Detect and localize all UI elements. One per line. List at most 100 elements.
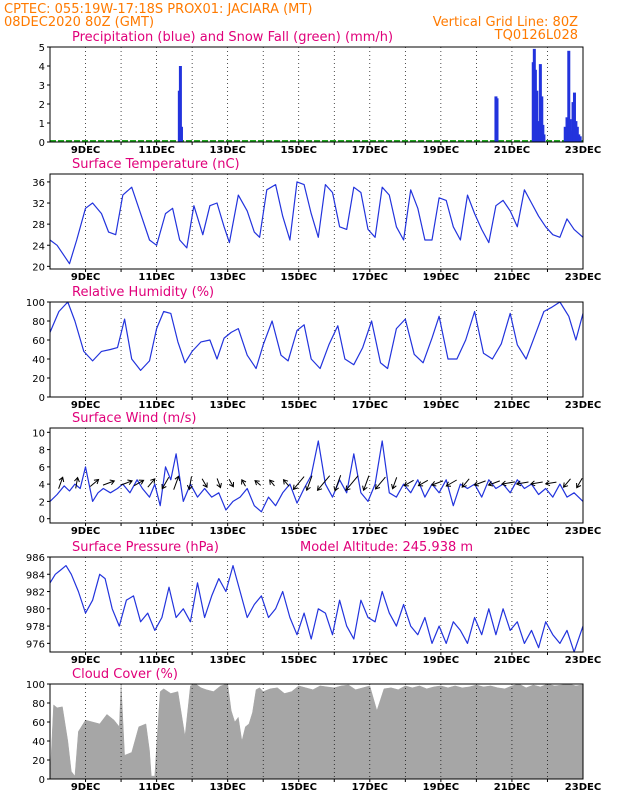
header-run-date: 08DEC2020 80Z (GMT)	[4, 15, 154, 30]
precipitation-bar	[495, 98, 499, 142]
wind-arrow	[241, 478, 247, 487]
wind-arrow	[186, 476, 193, 491]
wind-arrow	[254, 479, 262, 486]
wind-x-tick-label: 23DEC	[565, 526, 601, 537]
precipitation-x-tick-label: 17DEC	[352, 145, 388, 156]
wind-arrow	[292, 476, 305, 491]
precipitation-x-tick-label: 21DEC	[494, 145, 530, 156]
precipitation-x-tick-label: 15DEC	[281, 145, 317, 156]
wind-arrow	[74, 476, 80, 489]
wind-arrow	[576, 478, 583, 489]
pressure-x-tick-label: 23DEC	[565, 655, 601, 666]
temperature-y-tick-label: 24	[32, 241, 45, 252]
pressure-x-tick-label: 17DEC	[352, 655, 388, 666]
humidity-y-tick-label: 40	[32, 355, 45, 366]
cloud-cover-x-tick-label: 15DEC	[281, 782, 317, 793]
wind-y-tick-label: 6	[39, 463, 45, 474]
temperature-x-tick-label: 13DEC	[209, 272, 245, 283]
humidity-y-tick-label: 0	[39, 393, 45, 404]
precipitation-bar	[535, 90, 539, 142]
precipitation-bar	[567, 50, 571, 142]
temperature-series-line	[49, 181, 584, 265]
wind-arrow	[430, 480, 444, 487]
humidity-y-tick-label: 100	[26, 298, 45, 309]
wind-arrow	[201, 478, 208, 489]
cloud-cover-x-tick-label: 23DEC	[565, 782, 601, 793]
pressure-panel: Surface Pressure (hPa) Model Altitude: 2…	[26, 540, 601, 666]
precipitation-y-tick-label: 2	[39, 100, 45, 111]
precipitation-x-tick-label: 19DEC	[423, 145, 459, 156]
temperature-frame	[49, 173, 584, 270]
pressure-title: Surface Pressure (hPa)	[72, 540, 219, 555]
precipitation-bar	[572, 92, 576, 142]
pressure-x-tick-label: 19DEC	[423, 655, 459, 666]
wind-arrow	[89, 478, 100, 487]
pressure-y-tick-label: 982	[26, 588, 45, 599]
temperature-x-tick-label: 21DEC	[494, 272, 530, 283]
wind-arrow	[403, 479, 414, 487]
cloud-cover-x-tick-label: 21DEC	[494, 782, 530, 793]
wind-arrow	[362, 475, 370, 492]
wind-arrow	[120, 479, 133, 486]
wind-arrow	[500, 480, 515, 487]
wind-arrow	[345, 475, 359, 492]
precipitation-y-tick-label: 0	[39, 138, 45, 149]
model-altitude-label: Model Altitude: 245.938 m	[300, 540, 473, 555]
humidity-x-tick-label: 21DEC	[494, 400, 530, 411]
wind-arrow	[102, 479, 116, 486]
humidity-x-tick-label: 23DEC	[565, 400, 601, 411]
humidity-y-tick-label: 20	[32, 374, 45, 385]
cloud-cover-x-tick-label: 9DEC	[71, 782, 100, 793]
pressure-x-tick-label: 11DEC	[138, 655, 174, 666]
wind-title: Surface Wind (m/s)	[72, 411, 196, 426]
precipitation-bar	[542, 134, 546, 142]
cloud-cover-x-tick-label: 17DEC	[352, 782, 388, 793]
cloud-cover-area	[49, 683, 584, 780]
cloud-cover-y-tick-label: 20	[32, 756, 45, 767]
precipitation-x-tick-label: 9DEC	[71, 145, 100, 156]
wind-arrow	[269, 479, 275, 487]
wind-y-tick-label: 0	[39, 515, 45, 526]
temperature-title: Surface Temperature (nC)	[72, 157, 240, 172]
temperature-y-tick-label: 28	[32, 220, 45, 231]
wind-x-tick-label: 19DEC	[423, 526, 459, 537]
humidity-y-tick-label: 60	[32, 336, 45, 347]
precipitation-y-tick-label: 3	[39, 81, 45, 92]
wind-arrow	[391, 477, 398, 490]
precipitation-x-tick-label: 13DEC	[209, 145, 245, 156]
temperature-y-tick-label: 32	[32, 199, 45, 210]
precipitation-y-tick-label: 5	[39, 43, 45, 54]
precipitation-bar	[179, 126, 183, 142]
wind-arrow	[161, 477, 170, 490]
humidity-x-tick-label: 11DEC	[138, 400, 174, 411]
wind-arrow	[228, 479, 234, 488]
precipitation-y-tick-label: 1	[39, 119, 45, 130]
wind-x-tick-label: 11DEC	[138, 526, 174, 537]
wind-x-tick-label: 9DEC	[71, 526, 100, 537]
wind-arrow	[445, 479, 457, 487]
wind-panel: Surface Wind (m/s) 9DEC 11DEC 13DEC 15DEC 17…	[32, 411, 601, 537]
wind-arrow	[216, 478, 222, 489]
cloud-cover-x-tick-label: 11DEC	[138, 782, 174, 793]
wind-arrow	[515, 480, 529, 487]
humidity-x-tick-label: 17DEC	[352, 400, 388, 411]
wind-arrow	[333, 475, 342, 492]
wind-arrow	[173, 475, 181, 490]
cloud-cover-panel: Cloud Cover (%) 9DEC 11DEC 13DEC 15DEC 17DEC…	[26, 667, 601, 793]
pressure-x-tick-label: 21DEC	[494, 655, 530, 666]
pressure-x-tick-label: 9DEC	[71, 655, 100, 666]
cloud-cover-y-tick-label: 0	[39, 775, 45, 786]
header-grid-line: Vertical Grid Line: 80Z	[433, 15, 578, 30]
wind-arrow	[562, 478, 571, 488]
cloud-cover-frame	[49, 683, 584, 780]
precipitation-x-tick-label: 11DEC	[138, 145, 174, 156]
cloud-cover-y-tick-label: 40	[32, 737, 45, 748]
precipitation-title: Precipitation (blue) and Snow Fall (gree…	[72, 30, 393, 45]
wind-arrow	[487, 480, 500, 487]
humidity-x-tick-label: 19DEC	[423, 400, 459, 411]
header-model: TQ0126L028	[494, 28, 578, 43]
wind-arrow	[305, 475, 313, 492]
pressure-frame	[49, 556, 584, 653]
temperature-x-tick-label: 9DEC	[71, 272, 100, 283]
